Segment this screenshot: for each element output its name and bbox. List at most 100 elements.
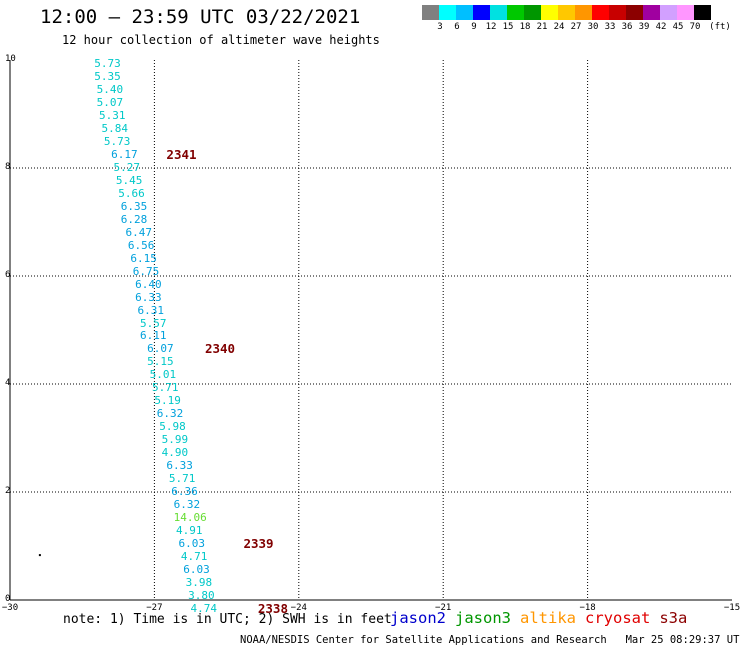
legend-swatch	[439, 5, 456, 20]
swh-value: 5.19	[154, 394, 181, 408]
pass-time-label: 2341	[166, 147, 197, 163]
x-tick-label: −21	[435, 603, 452, 613]
swh-value: 5.57	[139, 316, 167, 330]
map-title: 12:00 – 23:59 UTC 03/22/2021	[40, 6, 361, 28]
y-tick-label: 4	[5, 378, 11, 388]
x-tick-label: −27	[146, 603, 163, 613]
legend-swatch	[626, 5, 643, 20]
swh-value: 3.98	[185, 575, 213, 589]
satellite-label-jason3: jason3	[455, 609, 511, 627]
swh-value: 6.15	[130, 251, 157, 265]
color-scale-legend	[422, 5, 711, 20]
legend-unit: (ft)	[709, 22, 731, 32]
legend-label: 33	[604, 22, 616, 32]
swh-value: 4.91	[176, 523, 203, 537]
y-tick-label: 10	[5, 54, 16, 64]
legend-swatch	[609, 5, 626, 20]
swh-value: 5.35	[94, 70, 121, 84]
color-scale-labels: 3 6 9 12 15 18 21 24 27 30 33 36 39 42 45 70 (ft)	[422, 22, 740, 34]
swh-value: 5.66	[118, 186, 145, 200]
x-tick-label: −30	[1, 603, 19, 613]
y-tick-label: 8	[5, 162, 11, 172]
swh-value: 6.56	[127, 238, 155, 252]
legend-swatch	[694, 5, 711, 20]
satellite-label-cryosat: cryosat	[585, 609, 651, 627]
legend-label: 12	[485, 22, 497, 32]
swh-value: 6.32	[156, 407, 184, 421]
legend-label: 39	[638, 22, 650, 32]
legend-label: 18	[519, 22, 531, 32]
note-text: note: 1) Time is in UTC; 2) SWH is in fe…	[63, 612, 392, 627]
pass-time-label: 2340	[204, 341, 236, 357]
swh-value: 5.31	[99, 109, 126, 123]
legend-label: 42	[655, 22, 667, 32]
swh-value: 5.84	[101, 122, 128, 136]
swh-value: 6.75	[132, 264, 160, 278]
swh-value: 6.28	[120, 212, 148, 226]
x-tick-label: −18	[579, 603, 596, 613]
swh-value: 4.74	[190, 601, 218, 615]
swh-value: 4.90	[161, 446, 189, 460]
y-tick-label: 0	[5, 594, 11, 604]
land-speck	[38, 554, 41, 557]
swh-value: 14.06	[173, 510, 207, 524]
legend-label: 15	[502, 22, 514, 32]
legend-swatch	[541, 5, 558, 20]
legend-swatch	[507, 5, 524, 20]
pass-time-label: 2338	[257, 600, 288, 616]
swh-value: 5.71	[151, 381, 179, 395]
legend-swatch	[558, 5, 575, 20]
swh-value: 6.03	[183, 562, 210, 576]
swh-value: 6.40	[135, 277, 162, 291]
legend-label: 24	[553, 22, 565, 32]
legend-label: 6	[454, 22, 460, 32]
swh-value: 6.17	[111, 148, 138, 162]
swh-value: 6.36	[171, 485, 198, 498]
satellite-label-jason2: jason2	[390, 609, 446, 627]
legend-swatch	[643, 5, 660, 20]
legend-label: 9	[471, 22, 477, 32]
legend-label: 27	[570, 22, 582, 32]
legend-swatch	[660, 5, 677, 20]
pass-time-label: 2339	[243, 535, 274, 551]
legend-label: 3	[437, 22, 443, 32]
swh-value: 6.33	[166, 459, 193, 473]
legend-swatch	[473, 5, 490, 20]
map-subtitle: 12 hour collection of altimeter wave hei…	[62, 33, 380, 47]
legend-swatch	[422, 5, 439, 20]
swh-value: 6.47	[125, 225, 153, 239]
satellite-legend: jason2 jason3 altika cryosat s3a	[390, 609, 696, 627]
legend-swatch	[677, 5, 694, 20]
swh-value: 5.45	[115, 173, 143, 187]
x-tick-label: −24	[290, 603, 307, 613]
legend-swatch	[456, 5, 473, 20]
swh-value: 5.27	[113, 161, 140, 174]
swh-value: 6.35	[120, 199, 148, 213]
swh-value: 5.98	[159, 420, 186, 434]
swh-value: 4.71	[180, 549, 208, 563]
legend-label: 45	[672, 22, 684, 32]
satellite-label-altika: altika	[520, 609, 576, 627]
swh-value: 3.80	[188, 588, 215, 602]
legend-swatch	[524, 5, 541, 20]
swh-value: 6.11	[139, 329, 167, 343]
swh-value: 5.15	[147, 355, 174, 369]
y-tick-label: 6	[5, 270, 11, 280]
swh-value: 6.07	[147, 342, 174, 356]
swh-value: 5.07	[96, 96, 124, 110]
swh-value: 5.40	[96, 83, 124, 97]
legend-label: 70	[689, 22, 701, 32]
swh-value: 5.71	[168, 472, 196, 486]
x-tick-label: −15	[723, 603, 740, 613]
swh-value: 5.73	[103, 135, 131, 149]
y-tick-label: 2	[5, 486, 11, 496]
swh-value: 6.33	[135, 290, 162, 304]
legend-label: 36	[621, 22, 633, 32]
swh-value: 6.03	[178, 536, 205, 550]
swh-value: 5.73	[94, 57, 121, 71]
legend-swatch	[575, 5, 592, 20]
legend-label: 30	[587, 22, 599, 32]
swh-value: 6.32	[173, 497, 201, 511]
legend-swatch	[592, 5, 609, 20]
